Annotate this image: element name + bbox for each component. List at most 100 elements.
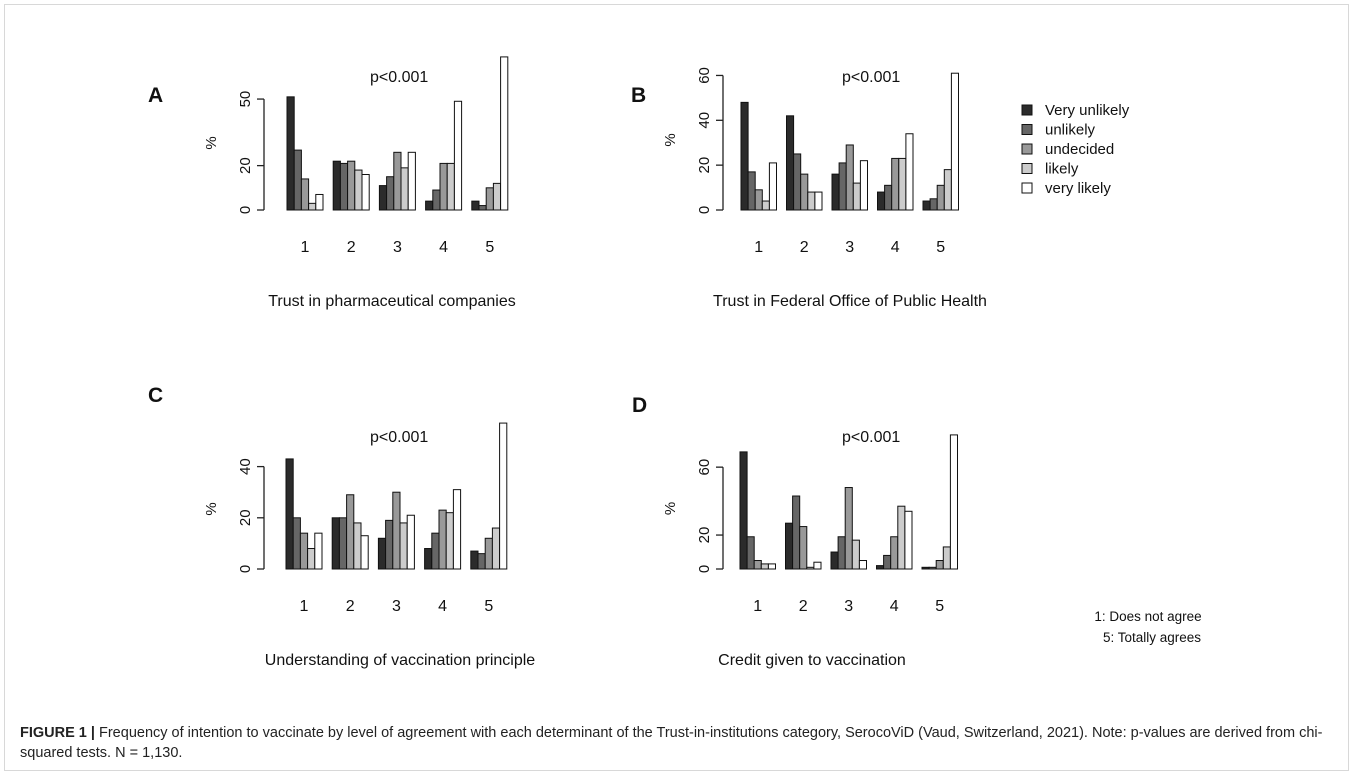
- panel-c-y-tick-label: 40: [237, 458, 254, 475]
- panel-a-bar: [439, 162, 448, 211]
- panel-b-bar: [831, 173, 840, 211]
- panel-d-category-label: 5: [935, 598, 944, 615]
- panel-a-bar: [446, 162, 455, 211]
- panel-d-bar: [806, 566, 815, 570]
- panel-d-bar: [760, 563, 769, 570]
- panel-a-category-label: 4: [439, 239, 448, 256]
- panel-b-bar: [877, 191, 886, 211]
- panel-c-y-tick-label: 0: [237, 565, 254, 573]
- panel-b-category-label: 1: [754, 239, 763, 256]
- panel-b-bar: [807, 191, 816, 211]
- panel-b-bar: [950, 72, 960, 211]
- panel-a-bar: [471, 200, 480, 211]
- panel-d-bar: [876, 565, 885, 570]
- panel-c-bar: [307, 548, 316, 570]
- panel-b-bar: [859, 160, 869, 211]
- panel-a-y-tick-label: 0: [237, 206, 254, 214]
- panel-d-bar: [830, 551, 839, 570]
- panel-c-x-label: Understanding of vaccination principle: [265, 652, 535, 669]
- panel-d-bar: [942, 546, 951, 570]
- panel-d-bar: [799, 526, 808, 570]
- panel-c-bar: [406, 514, 415, 570]
- panel-d-bar: [746, 536, 755, 570]
- panel-b-bar: [905, 133, 914, 211]
- panel-a-bar: [485, 187, 494, 211]
- panel-b-bar: [786, 115, 795, 211]
- panel-a-bar: [393, 151, 402, 211]
- panel-d-bar: [851, 539, 860, 570]
- panel-a-y-tick-label: 50: [237, 91, 254, 108]
- panel-c-y-tick-label: 20: [237, 509, 254, 526]
- panel-b-y-tick-label: 60: [696, 67, 713, 84]
- panel-a-bar: [500, 56, 509, 211]
- panel-d-bar: [897, 505, 906, 570]
- legend-label: undecided: [1045, 141, 1114, 158]
- panel-d-bar: [858, 560, 868, 570]
- panel-c-bar: [338, 517, 348, 570]
- panel-b-bar: [922, 200, 931, 211]
- panel-a-bar: [286, 96, 295, 211]
- panel-c-bar: [360, 535, 369, 570]
- panel-c-y-label: %: [203, 502, 220, 515]
- panel-d-bar: [935, 560, 944, 570]
- panel-b-bar: [814, 191, 823, 211]
- panel-d-bar: [883, 554, 892, 570]
- panel-c-bar: [484, 537, 493, 570]
- panel-c-category-label: 3: [392, 598, 401, 615]
- panel-b-y-tick-label: 0: [696, 206, 713, 214]
- panel-c-bar: [431, 532, 440, 570]
- panel-d-bar: [739, 451, 748, 570]
- panel-c-bar: [377, 537, 387, 570]
- panel-d-bar: [921, 566, 930, 570]
- scale-note-max: 5: Totally agrees: [1103, 630, 1201, 645]
- panel-a-bar: [339, 162, 349, 211]
- panel-a-bar: [361, 174, 370, 211]
- panel-b-bar: [845, 144, 854, 211]
- panel-b-bar: [761, 200, 770, 211]
- panel-b-bar: [891, 157, 900, 211]
- panel-d-y-tick-label: 0: [696, 565, 713, 573]
- panel-b-y-tick-label: 20: [696, 157, 713, 174]
- panel-a-bar: [432, 189, 441, 211]
- panel-b-category-label: 3: [845, 239, 854, 256]
- panel-b-bar: [793, 153, 802, 211]
- panel-d-bar: [753, 560, 762, 570]
- panel-a-bar: [378, 185, 388, 211]
- panel-c-bar: [438, 509, 447, 570]
- panel-a-y-label: %: [203, 136, 220, 149]
- figure-caption: FIGURE 1 | Frequency of intention to vac…: [20, 723, 1330, 763]
- panel-b-bar: [768, 162, 778, 211]
- panel-c-bar: [470, 550, 479, 570]
- panel-d-letter: D: [632, 394, 647, 417]
- panel-d-bar: [792, 495, 801, 570]
- panel-d-bar: [904, 510, 913, 570]
- panel-b-bar: [884, 184, 893, 211]
- panel-b-annotation: p<0.001: [842, 69, 900, 86]
- caption-label: FIGURE 1 |: [20, 725, 95, 741]
- figure-frame: [4, 4, 1349, 771]
- panel-d-bar: [890, 536, 899, 570]
- panel-a-bar: [386, 176, 395, 211]
- panel-c-bar: [392, 491, 401, 570]
- panel-d-bar: [928, 566, 937, 570]
- panel-a-category-label: 5: [485, 239, 494, 256]
- panel-a-y-tick-label: 20: [237, 157, 254, 174]
- panel-b-x-label: Trust in Federal Office of Public Health: [713, 293, 987, 310]
- panel-a-bar: [347, 160, 356, 211]
- panel-a-bar: [315, 193, 324, 211]
- panel-c-annotation: p<0.001: [370, 429, 428, 446]
- legend-swatch: [1021, 163, 1033, 174]
- panel-b-bar: [754, 189, 763, 211]
- panel-a-category-label: 1: [301, 239, 310, 256]
- panel-a-x-label: Trust in pharmaceutical companies: [268, 293, 516, 310]
- panel-c-category-label: 5: [484, 598, 493, 615]
- panel-b-bar: [943, 169, 952, 211]
- panel-a-category-label: 2: [347, 239, 356, 256]
- panel-b-y-tick-label: 40: [696, 112, 713, 129]
- panel-a-bar: [308, 202, 317, 211]
- panel-c-bar: [477, 553, 486, 570]
- panel-d-category-label: 4: [890, 598, 899, 615]
- panel-b-category-label: 2: [800, 239, 809, 256]
- panel-a-bar: [453, 100, 463, 211]
